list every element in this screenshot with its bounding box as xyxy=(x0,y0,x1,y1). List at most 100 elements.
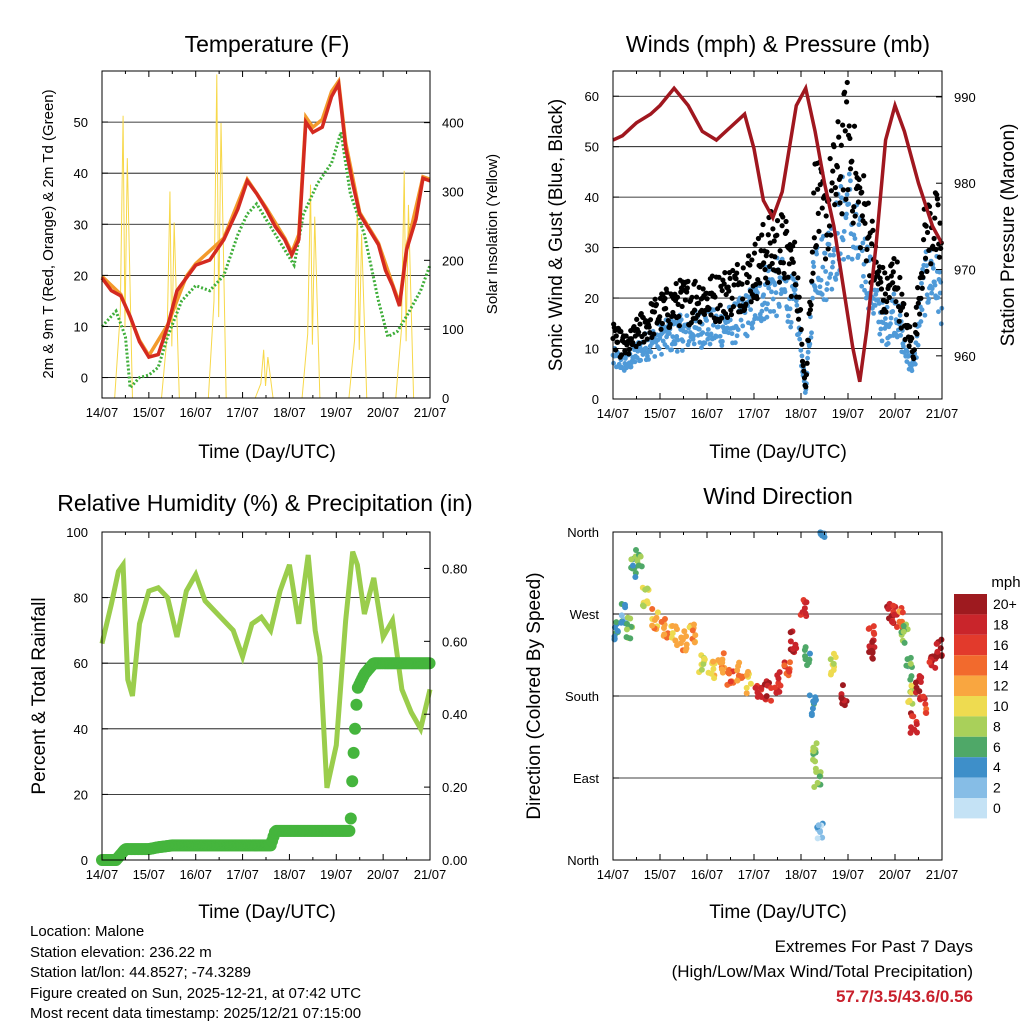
y-right-tick-label: 200 xyxy=(442,253,464,268)
direction-point xyxy=(689,627,696,634)
direction-point xyxy=(711,675,718,682)
sonic-wind-point xyxy=(769,289,774,295)
direction-point xyxy=(628,556,635,563)
sonic-wind-point xyxy=(811,264,817,269)
sonic-wind-point xyxy=(648,349,654,355)
sonic-wind-point xyxy=(793,298,799,304)
gust-point xyxy=(752,241,758,247)
y-tick-label: 40 xyxy=(74,166,88,181)
gust-point xyxy=(934,196,940,202)
gust-point xyxy=(708,312,714,318)
x-tick-label: 16/07 xyxy=(691,867,724,882)
gust-point xyxy=(849,208,856,214)
gust-point xyxy=(676,323,683,329)
gust-point xyxy=(665,312,671,318)
direction-point xyxy=(926,659,933,666)
gust-point xyxy=(924,268,930,274)
gust-point xyxy=(626,351,632,357)
y-tick-label: 20 xyxy=(74,268,88,283)
gust-point xyxy=(689,294,695,300)
gust-point xyxy=(859,213,865,219)
gust-point xyxy=(781,270,787,277)
dewpoint-line xyxy=(100,131,432,392)
sonic-wind-point xyxy=(740,323,746,329)
wind-direction-gridlines xyxy=(613,531,942,861)
gust-point xyxy=(891,255,897,262)
x-tick-label: 20/07 xyxy=(367,405,400,420)
gust-point xyxy=(808,302,814,308)
direction-point xyxy=(916,688,923,695)
direction-point xyxy=(623,620,630,627)
sonic-wind-point xyxy=(919,307,925,313)
temperature-ticks: 14/07 15/07 16/07 17/07 18/07 19/07 20/07 21/07… xyxy=(74,71,464,420)
wind-direction-xlabel: Time (Day/UTC) xyxy=(709,902,847,923)
gust-point xyxy=(920,237,927,243)
sonic-wind-point xyxy=(890,309,896,314)
sonic-wind-point xyxy=(683,329,689,335)
humidity-panel: Relative Humidity (%) & Precipitation (i… xyxy=(29,490,473,923)
y-right-tick-label: 0 xyxy=(442,391,449,406)
sonic-wind-point xyxy=(872,302,878,308)
precip-point xyxy=(344,812,357,825)
gust-point xyxy=(909,335,915,341)
sonic-wind-point xyxy=(707,341,713,347)
gust-point xyxy=(745,253,752,259)
direction-point xyxy=(698,666,705,673)
sonic-wind-point xyxy=(691,333,697,339)
gust-point xyxy=(696,284,702,290)
gust-point xyxy=(724,314,731,321)
gust-point xyxy=(937,220,943,226)
gust-point xyxy=(907,324,913,330)
station-info: Location: Malone Station elevation: 236.… xyxy=(30,922,361,1025)
gust-point xyxy=(851,123,858,129)
direction-point xyxy=(678,634,685,641)
x-tick-label: 15/07 xyxy=(644,867,677,882)
gust-point xyxy=(618,352,625,358)
colorbar-swatch xyxy=(954,594,987,615)
sonic-wind-point xyxy=(820,264,826,270)
sonic-wind-point xyxy=(840,237,846,243)
y-tick-label: 30 xyxy=(585,241,599,256)
gust-point xyxy=(659,320,665,327)
gust-point xyxy=(816,228,822,234)
gust-point xyxy=(774,232,780,238)
gust-point xyxy=(788,293,794,299)
gust-point xyxy=(888,273,894,279)
sonic-wind-point xyxy=(831,252,836,258)
temperature-ylabel: 2m & 9m T (Red, Orange) & 2m Td (Green) xyxy=(40,89,57,378)
sonic-wind-point xyxy=(704,318,710,323)
direction-point xyxy=(691,639,698,646)
direction-point xyxy=(632,574,639,581)
direction-point xyxy=(901,639,908,646)
direction-point xyxy=(809,705,816,712)
temp-2m-line xyxy=(100,78,431,360)
direction-point xyxy=(933,653,940,660)
humidity-xlabel: Time (Day/UTC) xyxy=(198,902,336,923)
gust-point xyxy=(853,170,859,176)
gust-point xyxy=(847,166,854,172)
y-right-tick-label: 0.40 xyxy=(442,707,467,722)
gust-point xyxy=(701,311,708,318)
x-tick-label: 14/07 xyxy=(597,867,630,882)
gust-point xyxy=(805,337,812,344)
direction-point xyxy=(710,666,717,673)
sonic-wind-point xyxy=(851,232,857,238)
sonic-wind-point xyxy=(788,319,794,325)
sonic-wind-point xyxy=(841,229,847,234)
humidity-gridlines xyxy=(102,531,430,861)
sonic-wind-point xyxy=(638,357,644,363)
direction-point xyxy=(933,640,940,647)
gust-point xyxy=(730,267,736,274)
direction-point xyxy=(908,682,915,689)
direction-point xyxy=(754,689,761,696)
gust-point xyxy=(795,275,801,281)
gust-point xyxy=(728,311,735,318)
sonic-wind-point xyxy=(623,356,628,361)
direction-point xyxy=(811,699,818,706)
gust-point xyxy=(931,235,937,242)
sonic-wind-point xyxy=(929,286,935,292)
sonic-wind-point xyxy=(830,259,836,265)
direction-point xyxy=(814,835,821,842)
sonic-wind-point xyxy=(798,347,804,353)
sonic-wind-point xyxy=(844,211,849,217)
